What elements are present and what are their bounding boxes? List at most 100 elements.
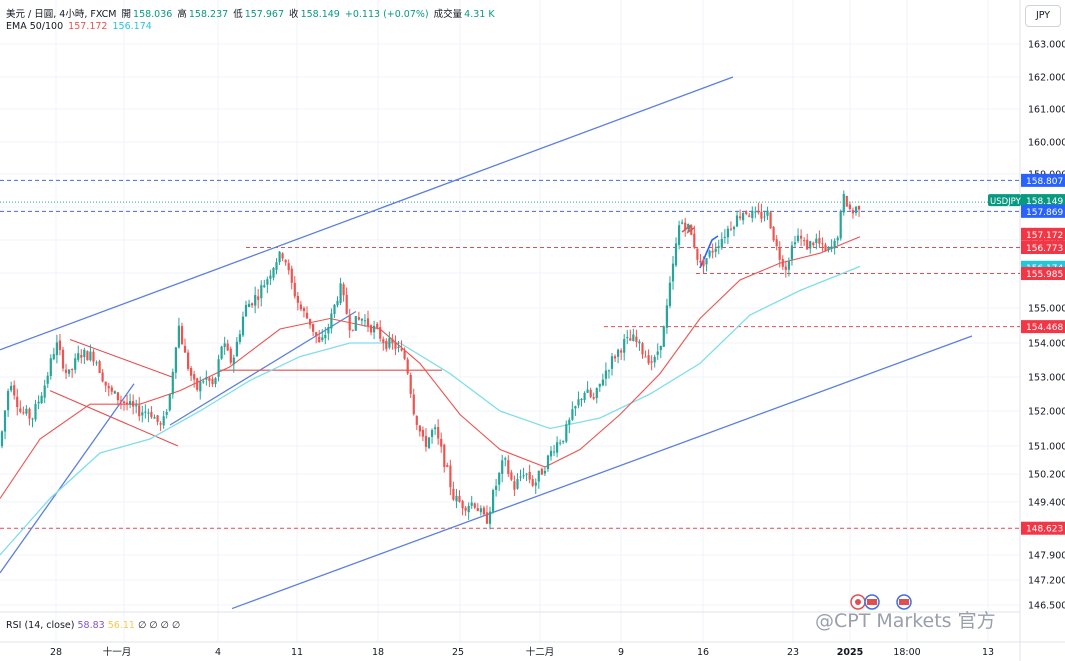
currency-button[interactable]: JPY — [1025, 5, 1061, 27]
price-tag — [1021, 204, 1065, 218]
candle-body — [28, 408, 31, 419]
pattern-line — [69, 338, 173, 378]
x-tick-label: 4 — [215, 647, 221, 658]
candle-body — [305, 312, 309, 319]
y-tick-label: 155.000 — [1028, 304, 1065, 315]
candle-body — [418, 425, 421, 432]
candle-body — [309, 318, 312, 325]
candle-body — [278, 251, 281, 263]
candle-body — [153, 417, 156, 419]
close-value: 158.149 — [300, 9, 340, 20]
candle-body — [495, 485, 498, 490]
y-tick-label: 163.000 — [1028, 40, 1065, 51]
candle-body — [16, 396, 19, 407]
rsi-value: 58.83 — [77, 620, 105, 631]
candle-body — [729, 228, 732, 230]
candle-body — [546, 455, 550, 470]
ema-legend[interactable]: EMA 50/100 157.172 156.174 — [6, 21, 154, 32]
candle-body — [574, 406, 577, 409]
trendline — [0, 76, 734, 351]
candle-body — [534, 482, 537, 486]
candle-body — [360, 318, 363, 321]
candle-body — [159, 423, 162, 425]
price-tag-value: 155.985 — [1026, 270, 1063, 280]
candle-body — [827, 247, 830, 250]
candle-body — [162, 416, 165, 426]
candle-body — [125, 402, 129, 405]
candle-body — [818, 238, 821, 244]
candle-body — [806, 239, 809, 250]
candle-body — [803, 240, 806, 242]
candle-body — [333, 304, 336, 315]
candle-body — [800, 235, 803, 239]
candle-body — [119, 400, 122, 402]
candle-body — [769, 212, 772, 229]
time-axis[interactable]: 28 十一月 4 11 18 25 十二月 9 16 23 2025 18:00 13 — [50, 646, 994, 658]
candle-body — [336, 300, 339, 306]
price-tag-value: 154.468 — [1026, 323, 1063, 333]
candle-body — [318, 336, 321, 343]
low-label: 低 — [233, 9, 243, 20]
symbol-tag — [988, 194, 1021, 207]
candle-body — [205, 377, 208, 380]
candle-body — [452, 488, 455, 500]
symbol-name[interactable]: 美元 / 日圓, 4小時, FXCM — [6, 9, 117, 20]
candle-body — [107, 385, 110, 389]
candle-body — [854, 206, 858, 213]
x-tick-label: 11 — [291, 647, 303, 658]
candle-body — [385, 341, 388, 350]
trendlines[interactable] — [0, 76, 973, 610]
candle-body — [674, 243, 678, 266]
candle-body — [687, 224, 690, 229]
candle-body — [98, 361, 101, 373]
candle-body — [702, 260, 705, 267]
candle-body — [638, 341, 641, 344]
price-tag — [1021, 320, 1065, 334]
candle-body — [214, 378, 217, 384]
candle-body — [455, 496, 458, 502]
candle-body — [671, 263, 675, 282]
candle-body — [696, 248, 699, 260]
y-tick-label: 149.400 — [1028, 498, 1065, 509]
candle-body — [25, 408, 28, 414]
candle-body — [562, 440, 565, 443]
candle-body — [720, 238, 723, 248]
candle-body — [684, 222, 687, 231]
low-value: 157.967 — [244, 9, 285, 20]
candle-body — [790, 245, 793, 260]
ema100-line — [0, 265, 861, 556]
candle-body — [772, 226, 775, 241]
candle-body — [690, 225, 693, 235]
candle-body — [464, 507, 467, 511]
candle-body — [662, 326, 665, 347]
candle-body — [577, 399, 580, 406]
candle-body — [312, 323, 315, 332]
candle-body — [626, 337, 629, 339]
candle-body — [659, 345, 662, 351]
candle-body — [147, 412, 150, 414]
event-flag-icons[interactable] — [848, 592, 918, 616]
candle-body — [397, 346, 400, 348]
y-tick-label: 150.200 — [1028, 470, 1065, 481]
candle-body — [559, 442, 562, 444]
candle-body — [327, 327, 330, 334]
candle-body — [598, 383, 601, 387]
trendline — [0, 383, 135, 574]
symbol-legend: 美元 / 日圓, 4小時, FXCM 開 158.036 高 158.237 低 15… — [6, 6, 497, 20]
candle-body — [77, 353, 80, 360]
candle-body — [135, 405, 138, 407]
rsi-legend[interactable]: RSI (14, close) 58.83 56.11 ∅ ∅ ∅ ∅ — [6, 620, 180, 631]
candle-body — [232, 357, 235, 365]
candle-body — [187, 352, 190, 369]
candle-body — [537, 470, 540, 482]
candle-body — [793, 242, 797, 245]
y-tick-label: 162.000 — [1028, 73, 1065, 84]
candle-body — [796, 235, 800, 242]
candle-body — [284, 260, 287, 263]
candle-body — [742, 213, 745, 221]
candle-body — [842, 194, 845, 213]
candle-body — [510, 472, 513, 480]
candle-body — [183, 345, 187, 353]
candle-body — [650, 361, 653, 363]
